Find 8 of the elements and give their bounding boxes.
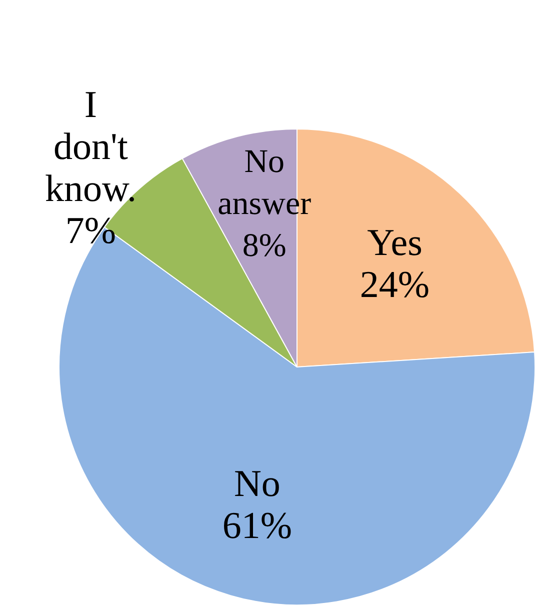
- slice-label: No answer: [218, 144, 312, 222]
- slice-label: I don't know.: [44, 84, 136, 210]
- slice-label: No: [234, 463, 280, 506]
- data-label: 61%: [222, 505, 292, 548]
- data-label: 7%: [65, 210, 116, 252]
- data-label: 24%: [360, 264, 430, 306]
- data-label: 8%: [242, 228, 286, 264]
- slice-label: Yes: [367, 222, 422, 264]
